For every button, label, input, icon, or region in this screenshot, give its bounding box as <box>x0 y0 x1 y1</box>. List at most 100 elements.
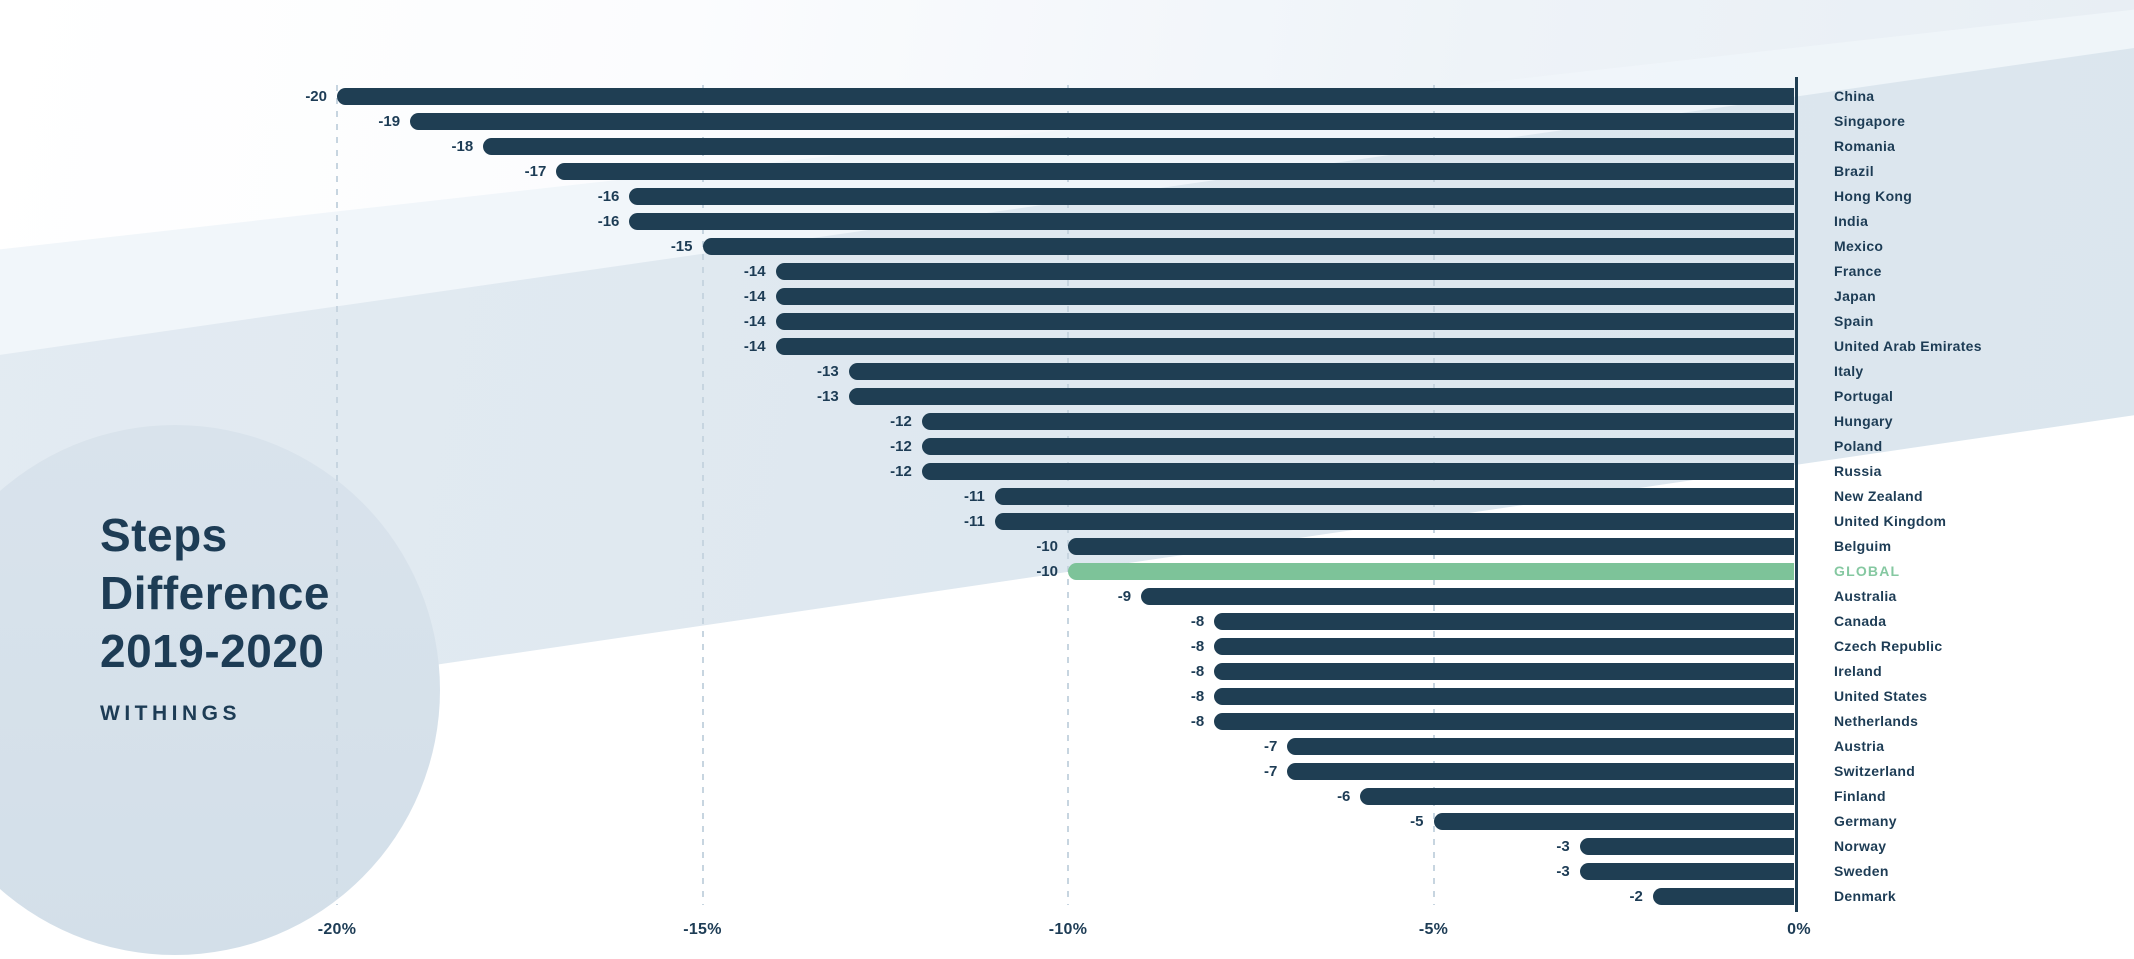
country-label: Hungary <box>1834 413 1893 429</box>
country-label: Russia <box>1834 463 1882 479</box>
bar <box>921 413 1794 430</box>
country-label: New Zealand <box>1834 488 1923 504</box>
country-label: Switzerland <box>1834 763 1916 779</box>
country-label: Austria <box>1834 738 1885 754</box>
country-label: Brazil <box>1834 163 1874 179</box>
bar <box>921 463 1794 480</box>
bar-value-label: -5 <box>1410 813 1424 830</box>
bar-value-label: -14 <box>743 288 766 305</box>
country-label: Australia <box>1834 588 1897 604</box>
bar-value-label: -15 <box>670 238 693 255</box>
gridline--20pct <box>336 85 338 905</box>
bar <box>1214 688 1794 705</box>
bar-value-label: -7 <box>1263 738 1278 755</box>
bar-value-label: -6 <box>1337 788 1351 805</box>
bar <box>1214 713 1794 730</box>
country-label: China <box>1834 88 1875 104</box>
bar-value-label: -10 <box>1036 538 1058 555</box>
background-circle <box>0 425 440 955</box>
bar-value-label: -8 <box>1190 713 1205 730</box>
country-label: Japan <box>1834 288 1876 304</box>
bar-global-highlight <box>1068 563 1794 580</box>
bar <box>1433 813 1794 830</box>
bar <box>1141 588 1794 605</box>
x-axis-label: 0% <box>1787 921 1811 938</box>
x-axis-label: -5% <box>1418 921 1449 938</box>
x-axis-label: -15% <box>683 921 722 938</box>
bar-value-label: -14 <box>743 313 766 330</box>
country-label: Hong Kong <box>1834 188 1913 204</box>
country-label: Romania <box>1834 138 1896 154</box>
bar-value-label: -13 <box>817 363 839 380</box>
title-block: Steps Difference 2019-2020 WITHINGS <box>100 506 330 726</box>
country-label: Canada <box>1834 613 1887 629</box>
bar-value-label: -3 <box>1556 838 1570 855</box>
bar <box>1287 738 1794 755</box>
bar-value-label: -8 <box>1190 663 1205 680</box>
bar-value-label: -13 <box>817 388 839 405</box>
bar-value-label: -8 <box>1190 638 1205 655</box>
x-axis-label: -10% <box>1048 921 1088 938</box>
bar <box>1579 863 1794 880</box>
bar <box>775 288 1794 305</box>
bar-value-label: -11 <box>964 513 985 530</box>
bar-value-label: -17 <box>524 163 547 180</box>
bar-value-label: -8 <box>1190 688 1205 705</box>
bar <box>702 238 1794 255</box>
country-label: Sweden <box>1834 863 1889 879</box>
country-label: Norway <box>1834 838 1887 854</box>
country-label: Singapore <box>1834 113 1906 129</box>
bar <box>629 213 1794 230</box>
bar-value-label: -8 <box>1190 613 1205 630</box>
country-label: United Arab Emirates <box>1834 338 1982 354</box>
bar-value-label: -2 <box>1629 888 1643 905</box>
bar <box>556 163 1794 180</box>
bar-value-label: -16 <box>597 188 620 205</box>
chart-title: Steps Difference 2019-2020 <box>100 509 330 677</box>
country-label: France <box>1834 263 1882 279</box>
country-label: United States <box>1834 688 1928 704</box>
country-label: Ireland <box>1834 663 1883 679</box>
bar <box>1360 788 1794 805</box>
bar-value-label: -7 <box>1263 763 1278 780</box>
bar <box>775 263 1794 280</box>
bar <box>1068 538 1794 555</box>
bar-value-label: -16 <box>597 213 620 230</box>
bar-value-label: -14 <box>743 338 766 355</box>
country-label: Finland <box>1834 788 1886 804</box>
country-label: Czech Republic <box>1834 638 1943 654</box>
bar <box>337 88 1794 105</box>
bar <box>1214 663 1794 680</box>
country-label: Netherlands <box>1834 713 1919 729</box>
bar-value-label: -19 <box>378 113 401 130</box>
bar <box>994 513 1794 530</box>
bar-value-label: -20 <box>305 88 327 105</box>
bar-value-label: -11 <box>964 488 985 505</box>
bar-value-label: -14 <box>743 263 766 280</box>
bar-value-label: -3 <box>1556 863 1570 880</box>
country-label: Italy <box>1834 363 1864 379</box>
country-label: Denmark <box>1834 888 1897 904</box>
bar <box>921 438 1794 455</box>
bar <box>1214 638 1794 655</box>
bar <box>483 138 1794 155</box>
country-label: Poland <box>1834 438 1883 454</box>
bar <box>410 113 1794 130</box>
bar <box>775 338 1794 355</box>
x-axis-label: -20% <box>317 921 357 938</box>
bar-value-label: -12 <box>890 463 912 480</box>
country-label: India <box>1834 213 1869 229</box>
bar-value-label: -10 <box>1036 563 1058 580</box>
bar <box>1287 763 1794 780</box>
country-label-global: GLOBAL <box>1834 563 1901 579</box>
bar <box>848 363 1794 380</box>
country-label: Spain <box>1834 313 1874 329</box>
country-label: Germany <box>1834 813 1897 829</box>
zero-axis-line <box>1795 77 1798 912</box>
bar-value-label: -18 <box>451 138 474 155</box>
bar <box>1214 613 1794 630</box>
bar <box>629 188 1794 205</box>
country-label: Mexico <box>1834 238 1884 254</box>
bar-value-label: -9 <box>1117 588 1132 605</box>
